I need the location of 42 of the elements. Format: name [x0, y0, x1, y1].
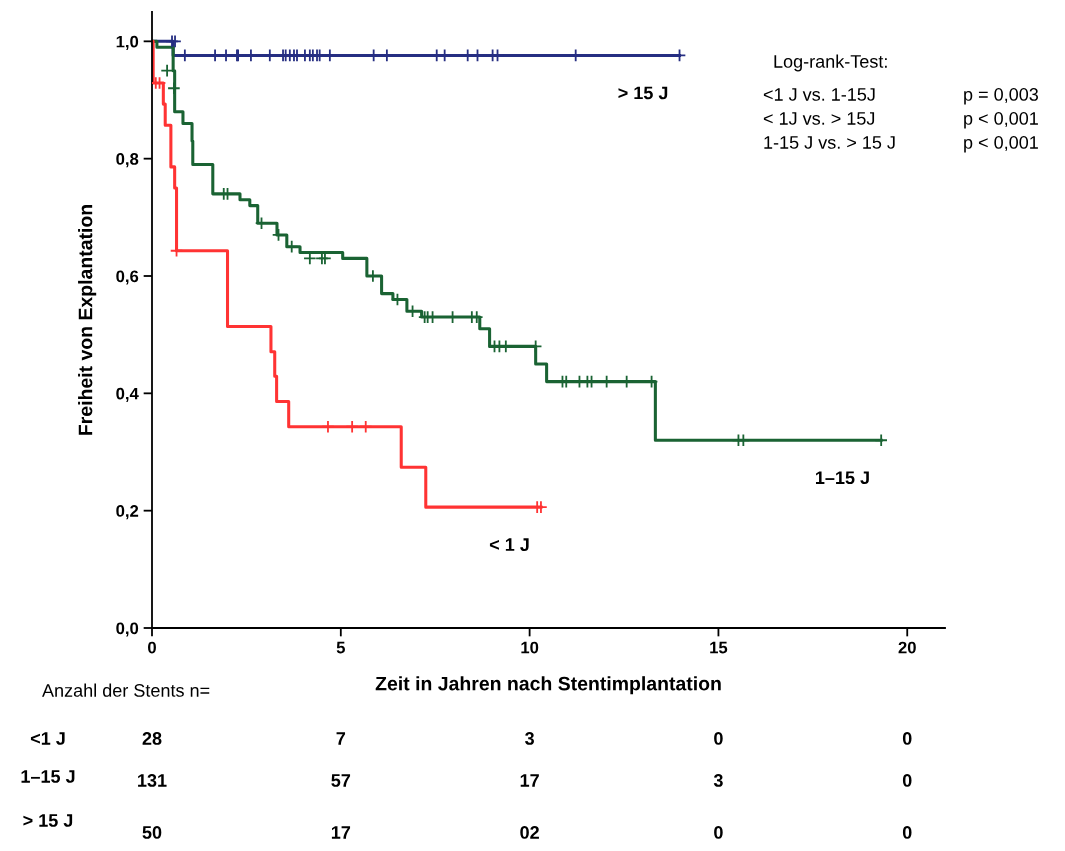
- text: Anzahl der Stents n=: [42, 683, 210, 697]
- text: p < 0,001: [964, 112, 1038, 129]
- series-label: < 1 J: [489, 538, 529, 551]
- x-axis-title: Zeit in Jahren nach Stentimplantation: [375, 676, 721, 695]
- text: 1–15 J: [21, 770, 75, 783]
- x-tick-label: 20: [898, 641, 916, 654]
- text: 3: [713, 774, 723, 787]
- text: 0: [902, 774, 912, 787]
- text: 3: [525, 732, 534, 745]
- annotation: 1-15 J vs. > 15 J: [764, 136, 895, 149]
- x-tick-label: 5: [336, 641, 345, 654]
- text: 50: [142, 826, 162, 839]
- x-tick-label: 10: [521, 641, 539, 654]
- text: 17: [331, 826, 351, 839]
- text: 0: [902, 826, 912, 839]
- text: 7: [336, 732, 346, 745]
- y-tick-label: 0,0: [116, 622, 139, 637]
- text: p = 0,003: [964, 88, 1039, 105]
- x-tick-label: 15: [710, 641, 728, 654]
- y-tick-label: 0,4: [116, 387, 139, 402]
- y-tick-label: 0,6: [116, 270, 139, 285]
- text: 57: [331, 774, 351, 787]
- series-label: > 15 J: [618, 86, 668, 100]
- y-tick-label: 1,0: [116, 35, 139, 50]
- y-tick-label: 0,8: [116, 153, 139, 168]
- x-tick-label: 0: [148, 641, 156, 654]
- text: 28: [142, 732, 162, 745]
- annotation: <1 J vs. 1-15J: [763, 88, 875, 101]
- annotation: Log-rank-Test:: [774, 54, 887, 72]
- text: p < 0,001: [964, 136, 1038, 153]
- annotation: < 1J vs. > 15J: [763, 112, 875, 125]
- text: <1 J: [30, 732, 65, 745]
- text: 02: [520, 826, 539, 839]
- y-axis-title: Freiheit von Explantation: [78, 205, 97, 435]
- series-label: 1–15 J: [815, 471, 869, 485]
- text: > 15 J: [23, 814, 73, 827]
- y-tick-label: 0,2: [116, 505, 139, 520]
- text: 17: [520, 774, 539, 787]
- text: 0: [902, 732, 912, 745]
- text: 0: [714, 826, 723, 839]
- text: 0: [714, 732, 723, 745]
- text: 131: [138, 774, 167, 787]
